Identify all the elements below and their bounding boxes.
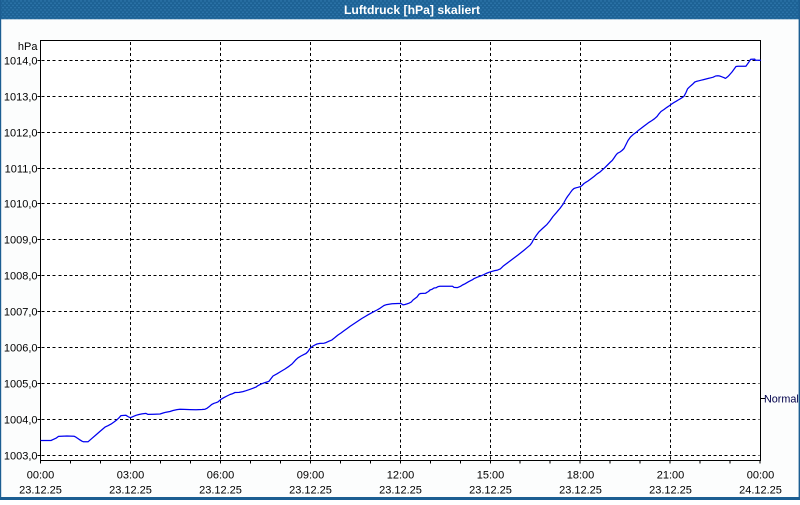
svg-text:12:00: 12:00 xyxy=(387,470,415,482)
svg-text:21:00: 21:00 xyxy=(657,470,685,482)
svg-text:Normal: Normal xyxy=(764,394,799,406)
svg-text:03:00: 03:00 xyxy=(117,470,145,482)
svg-text:18:00: 18:00 xyxy=(567,470,595,482)
svg-text:06:00: 06:00 xyxy=(207,470,235,482)
svg-text:1012,0: 1012,0 xyxy=(4,128,38,140)
svg-text:1007,0: 1007,0 xyxy=(4,307,38,319)
svg-text:23.12.25: 23.12.25 xyxy=(649,485,692,497)
svg-text:1006,0: 1006,0 xyxy=(4,343,38,355)
svg-text:24.12.25: 24.12.25 xyxy=(739,485,782,497)
svg-text:1013,0: 1013,0 xyxy=(4,92,38,104)
svg-text:1005,0: 1005,0 xyxy=(4,379,38,391)
svg-text:09:00: 09:00 xyxy=(297,470,325,482)
svg-text:23.12.25: 23.12.25 xyxy=(19,485,62,497)
svg-text:23.12.25: 23.12.25 xyxy=(559,485,602,497)
svg-text:1004,0: 1004,0 xyxy=(4,415,38,427)
svg-text:23.12.25: 23.12.25 xyxy=(109,485,152,497)
svg-text:1009,0: 1009,0 xyxy=(4,235,38,247)
svg-text:23.12.25: 23.12.25 xyxy=(289,485,332,497)
svg-text:1003,0: 1003,0 xyxy=(4,451,38,463)
svg-text:00:00: 00:00 xyxy=(747,470,775,482)
svg-text:23.12.25: 23.12.25 xyxy=(469,485,512,497)
svg-text:Luftdruck [hPa] skaliert: Luftdruck [hPa] skaliert xyxy=(344,3,480,17)
svg-text:1008,0: 1008,0 xyxy=(4,271,38,283)
svg-text:23.12.25: 23.12.25 xyxy=(199,485,242,497)
svg-text:1011,0: 1011,0 xyxy=(5,164,38,176)
svg-text:00:00: 00:00 xyxy=(27,470,55,482)
svg-text:15:00: 15:00 xyxy=(477,470,505,482)
svg-text:hPa: hPa xyxy=(18,41,38,53)
svg-text:23.12.25: 23.12.25 xyxy=(379,485,422,497)
svg-text:1014,0: 1014,0 xyxy=(4,56,38,68)
svg-text:1010,0: 1010,0 xyxy=(4,199,38,211)
